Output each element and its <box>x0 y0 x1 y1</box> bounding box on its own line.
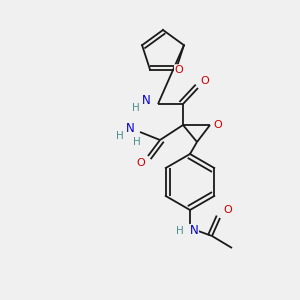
Text: N: N <box>190 224 198 238</box>
Text: O: O <box>201 76 209 86</box>
Text: O: O <box>214 120 222 130</box>
Text: O: O <box>136 158 146 168</box>
Text: H: H <box>116 131 124 141</box>
Text: O: O <box>224 205 232 215</box>
Text: N: N <box>142 94 150 106</box>
Text: H: H <box>133 137 141 147</box>
Text: O: O <box>175 65 183 75</box>
Text: H: H <box>176 226 184 236</box>
Text: N: N <box>126 122 134 134</box>
Text: H: H <box>132 103 140 113</box>
